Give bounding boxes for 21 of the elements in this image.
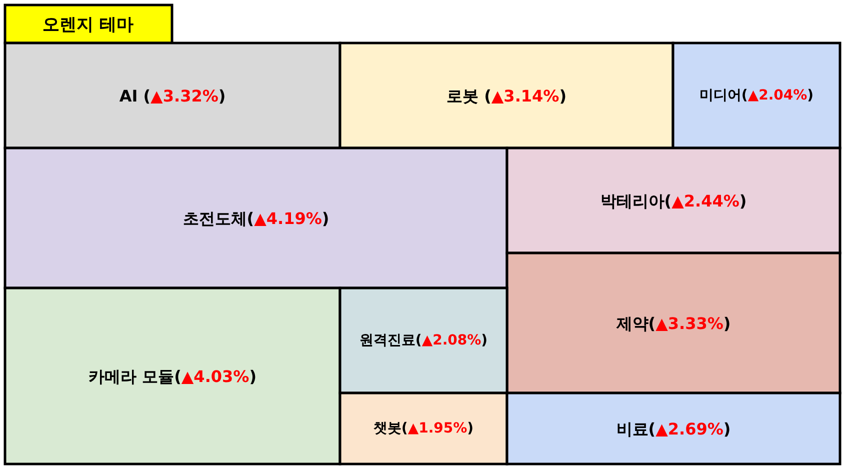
- category-label: AI: [119, 86, 144, 105]
- data-label: (▲3.32%): [143, 86, 226, 105]
- category-label: 미디어: [699, 88, 742, 104]
- category-label: 초전도체: [182, 208, 247, 228]
- data-label: (▲4.03%): [174, 366, 257, 386]
- data-label: (▲1.95%): [401, 420, 474, 436]
- data-label: (▲2.08%): [415, 332, 488, 348]
- data-label: (▲2.44%): [664, 191, 747, 210]
- data-label: (▲3.14%): [484, 86, 567, 105]
- text: 오렌지 테마: [42, 15, 134, 35]
- category-label: 박테리아: [600, 191, 664, 210]
- data-label: (▲2.69%): [648, 419, 731, 438]
- category-label: 로봇: [446, 86, 484, 105]
- category-label: 비료: [616, 419, 648, 438]
- category-label: 제약: [615, 314, 648, 332]
- data-label: (▲2.04%): [741, 88, 814, 104]
- data-label: (▲4.19%): [246, 208, 330, 228]
- category-label: 원격진료: [359, 332, 416, 348]
- category-label: 챗봇: [373, 420, 402, 436]
- category-label: 카메라 모듈: [88, 366, 174, 386]
- data-label: (▲3.33%): [648, 314, 731, 332]
